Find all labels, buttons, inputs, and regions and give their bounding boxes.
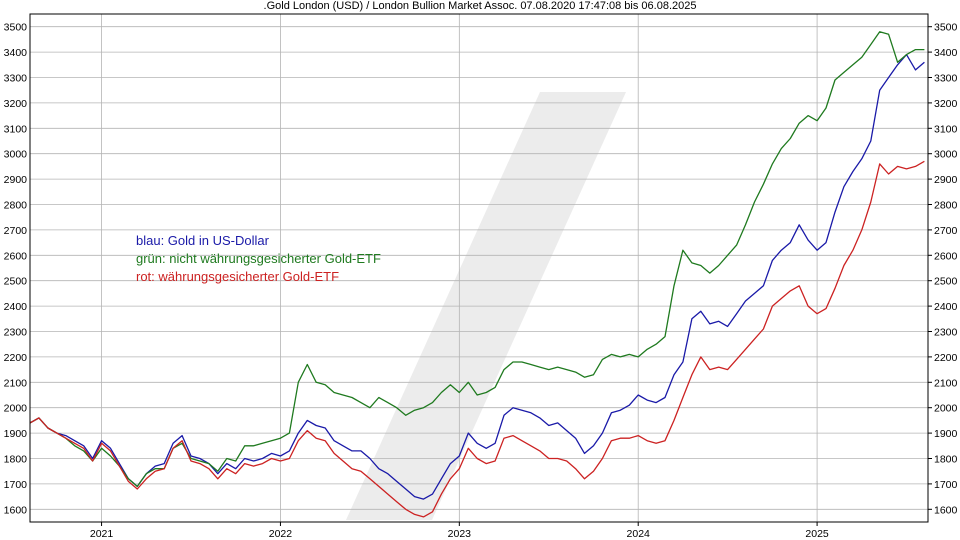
y-tick-label-left: 2800 (4, 200, 28, 212)
y-tick-label-left: 3400 (4, 47, 28, 59)
y-tick-label-right: 1800 (934, 454, 958, 466)
legend-red: rot: währungsgesicherter Gold-ETF (136, 269, 339, 284)
x-tick-label: 2025 (805, 528, 829, 540)
y-tick-label-right: 2900 (934, 174, 958, 186)
y-tick-label-right: 2000 (934, 403, 958, 415)
x-tick-label: 2023 (448, 528, 472, 540)
legend-annotation: blau: Gold in US-Dollar grün: nicht währ… (136, 233, 381, 284)
y-tick-label-right: 3400 (934, 47, 958, 59)
y-tick-label-right: 1900 (934, 428, 958, 440)
y-tick-label-left: 3500 (4, 22, 28, 34)
y-tick-label-left: 2100 (4, 377, 28, 389)
y-tick-label-left: 3200 (4, 98, 28, 110)
y-tick-label-left: 2400 (4, 301, 28, 313)
y-tick-label-right: 2600 (934, 250, 958, 262)
y-tick-label-left: 1600 (4, 504, 28, 516)
series-line-green (29, 31, 925, 488)
y-tick-label-left: 2200 (4, 352, 28, 364)
y-tick-label-left: 2600 (4, 250, 28, 262)
x-tick-label: 2021 (90, 528, 114, 540)
y-tick-label-right: 2400 (934, 301, 958, 313)
y-tick-label-left: 2300 (4, 327, 28, 339)
x-tick-label: 2022 (269, 528, 293, 540)
plot-frame (29, 13, 929, 523)
y-tick-label-right: 2700 (934, 225, 958, 237)
y-tick-label-right: 2800 (934, 200, 958, 212)
legend-blue: blau: Gold in US-Dollar (136, 233, 270, 248)
chart-title: .Gold London (USD) / London Bullion Mark… (263, 0, 697, 12)
series-layer (29, 31, 925, 518)
y-tick-label-right: 3500 (934, 22, 958, 34)
y-tick-label-right: 3100 (934, 123, 958, 135)
y-tick-label-left: 1700 (4, 479, 28, 491)
y-tick-label-right: 3000 (934, 149, 958, 161)
y-tick-label-left: 2900 (4, 174, 28, 186)
y-tick-label-left: 3100 (4, 123, 28, 135)
series-line-red (29, 160, 925, 518)
y-tick-label-left: 1800 (4, 454, 28, 466)
y-tick-label-right: 2200 (934, 352, 958, 364)
x-tick-label: 2024 (627, 528, 651, 540)
legend-green: grün: nicht währungsgesicherter Gold-ETF (136, 251, 381, 266)
y-tick-label-right: 2100 (934, 377, 958, 389)
y-tick-label-right: 1600 (934, 504, 958, 516)
y-tick-label-right: 3300 (934, 73, 958, 85)
y-tick-label-left: 3000 (4, 149, 28, 161)
y-tick-label-left: 2500 (4, 276, 28, 288)
y-tick-label-left: 2000 (4, 403, 28, 415)
y-tick-label-right: 1700 (934, 479, 958, 491)
axis-ticks: 1600 1600 1700 1700 1800 1800 1900 1900 2000 2000… (4, 22, 958, 540)
y-tick-label-right: 3200 (934, 98, 958, 110)
y-tick-label-left: 1900 (4, 428, 28, 440)
y-tick-label-right: 2300 (934, 327, 958, 339)
y-tick-label-right: 2500 (934, 276, 958, 288)
y-tick-label-left: 2700 (4, 225, 28, 237)
y-tick-label-left: 3300 (4, 73, 28, 85)
series-line-blue (29, 53, 925, 500)
